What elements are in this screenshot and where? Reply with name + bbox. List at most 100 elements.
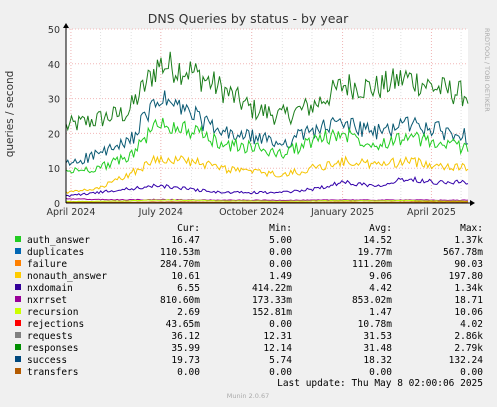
legend-avg: 853.02m xyxy=(352,295,392,306)
y-axis-arrow xyxy=(63,23,69,28)
munin-version: Munin 2.0.67 xyxy=(227,392,270,400)
legend-name: auth_answer xyxy=(27,235,90,246)
x-tick-labels: April 2024 July 2024 October 2024 January 2… xyxy=(46,207,455,218)
legend-swatch xyxy=(15,248,21,254)
legend-header: Max: xyxy=(460,223,483,234)
legend-avg: 0.00 xyxy=(369,367,392,378)
legend-avg: 31.53 xyxy=(363,331,392,342)
series-lines xyxy=(65,51,469,204)
x-tick-label: January 2025 xyxy=(310,207,374,218)
legend-header: Cur: xyxy=(177,223,200,234)
legend-min: 5.00 xyxy=(269,235,292,246)
series-line-nonauth_answer xyxy=(65,154,469,194)
legend-row-nxdomain: nxdomain 6.55 414.22m 4.42 1.34k xyxy=(15,283,483,294)
legend-avg: 111.20m xyxy=(352,259,392,270)
x-tick-label: April 2025 xyxy=(407,207,456,218)
last-update: Last update: Thu May 8 02:00:06 2025 xyxy=(277,378,483,389)
legend-row-failure: failure 284.70m 0.00 111.20m 90.03 xyxy=(15,259,483,270)
legend-avg: 14.52 xyxy=(363,235,392,246)
legend-max: 567.78m xyxy=(443,247,483,258)
legend-name: requests xyxy=(27,331,73,342)
legend-row-nxrrset: nxrrset 810.60m 173.33m 853.02m 18.71 xyxy=(15,295,483,306)
series-line-nxrrset xyxy=(65,197,469,202)
legend-avg: 1.47 xyxy=(369,307,392,318)
legend-avg: 31.48 xyxy=(363,343,392,354)
legend-avg: 19.77m xyxy=(358,247,393,258)
legend-row-responses: responses 35.99 12.14 31.48 2.79k xyxy=(15,343,483,354)
x-tick-label: July 2024 xyxy=(138,207,183,218)
legend: Cur: Min: Avg: Max: auth_answer 16.47 5.00 14.5… xyxy=(15,223,483,378)
legend-row-rejections: rejections 43.65m 0.00 10.78m 4.02 xyxy=(15,319,483,330)
legend-header: Min: xyxy=(269,223,292,234)
legend-name: transfers xyxy=(27,367,78,378)
legend-max: 2.86k xyxy=(454,331,483,342)
series-line-recursion xyxy=(65,199,469,203)
legend-cur: 810.60m xyxy=(160,295,200,306)
legend-min: 414.22m xyxy=(252,283,292,294)
legend-swatch xyxy=(15,308,21,314)
legend-max: 2.79k xyxy=(454,343,483,354)
legend-max: 1.34k xyxy=(454,283,483,294)
legend-max: 18.71 xyxy=(454,295,483,306)
legend-cur: 0.00 xyxy=(177,367,200,378)
legend-swatch xyxy=(15,344,21,350)
legend-row-requests: requests 36.12 12.31 31.53 2.86k xyxy=(15,331,483,342)
legend-name: rejections xyxy=(27,319,84,330)
legend-row-auth_answer: auth_answer 16.47 5.00 14.52 1.37k xyxy=(15,235,483,246)
legend-row-recursion: recursion 2.69 152.81m 1.47 10.06 xyxy=(15,307,483,318)
legend-max: 4.02 xyxy=(460,319,483,330)
legend-cur: 36.12 xyxy=(171,331,200,342)
legend-row-transfers: transfers 0.00 0.00 0.00 0.00 xyxy=(15,367,483,378)
legend-name: nonauth_answer xyxy=(27,271,107,282)
legend-name: recursion xyxy=(27,307,78,318)
legend-min: 5.74 xyxy=(269,355,292,366)
y-tick-label: 20 xyxy=(48,129,60,140)
legend-header: Avg: xyxy=(369,223,392,234)
legend-avg: 9.06 xyxy=(369,271,392,282)
legend-cur: 284.70m xyxy=(160,259,200,270)
legend-swatch xyxy=(15,368,21,374)
legend-cur: 19.73 xyxy=(171,355,200,366)
legend-swatch xyxy=(15,320,21,326)
legend-name: success xyxy=(27,355,67,366)
legend-max: 10.06 xyxy=(454,307,483,318)
legend-cur: 10.61 xyxy=(171,271,200,282)
legend-name: nxrrset xyxy=(27,295,67,306)
legend-avg: 4.42 xyxy=(369,283,392,294)
y-tick-label: 50 xyxy=(48,25,60,36)
legend-swatch xyxy=(15,296,21,302)
legend-max: 0.00 xyxy=(460,367,483,378)
legend-max: 132.24 xyxy=(449,355,484,366)
x-tick-label: October 2024 xyxy=(219,207,284,218)
legend-min: 12.14 xyxy=(263,343,292,354)
legend-min: 12.31 xyxy=(263,331,292,342)
legend-swatch xyxy=(15,260,21,266)
legend-max: 1.37k xyxy=(454,235,483,246)
legend-swatch xyxy=(15,332,21,338)
y-tick-label: 0 xyxy=(54,199,60,210)
legend-min: 0.00 xyxy=(269,247,292,258)
y-tick-label: 30 xyxy=(48,95,60,106)
legend-row-nonauth_answer: nonauth_answer 10.61 1.49 9.06 197.80 xyxy=(15,271,483,282)
legend-min: 152.81m xyxy=(252,307,292,318)
legend-min: 173.33m xyxy=(252,295,292,306)
legend-swatch xyxy=(15,356,21,362)
legend-cur: 16.47 xyxy=(171,235,200,246)
legend-avg: 10.78m xyxy=(358,319,393,330)
legend-max: 197.80 xyxy=(449,271,484,282)
x-axis-arrow xyxy=(470,200,475,206)
legend-swatch xyxy=(15,284,21,290)
legend-cur: 43.65m xyxy=(166,319,201,330)
chart-title: DNS Queries by status - by year xyxy=(148,11,349,26)
legend-name: failure xyxy=(27,259,67,270)
y-tick-labels: 0 10 20 30 40 50 xyxy=(48,25,60,210)
legend-cur: 110.53m xyxy=(160,247,200,258)
series-line-failure xyxy=(66,201,469,203)
legend-min: 0.00 xyxy=(269,367,292,378)
legend-cur: 35.99 xyxy=(171,343,200,354)
legend-min: 0.00 xyxy=(269,259,292,270)
legend-swatch xyxy=(15,236,21,242)
y-tick-label: 40 xyxy=(48,60,60,71)
legend-max: 90.03 xyxy=(454,259,483,270)
